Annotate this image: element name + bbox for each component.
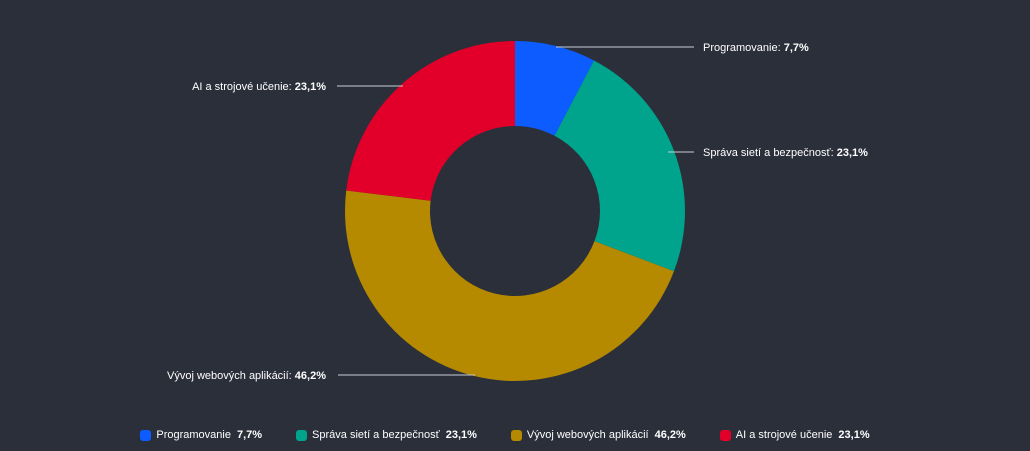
legend-swatch-vyvoj-web [510, 429, 522, 441]
legend-swatch-programovanie [140, 429, 152, 441]
legend-swatch-sprava-sieti [296, 429, 308, 441]
legend-swatch-ai [719, 429, 731, 441]
legend-value: 23,1% [445, 429, 477, 441]
legend-item-programovanie[interactable]: Programovanie 7,7% [140, 429, 262, 441]
legend-item-sprava-sieti[interactable]: Správa sietí a bezpečnosť 23,1% [296, 429, 477, 441]
slice-programovanie[interactable] [515, 41, 595, 136]
slice-label-sprava-sieti: Správa sietí a bezpečnosť: 23,1% [703, 147, 868, 159]
legend-value: 7,7% [236, 429, 263, 441]
slice-label-programovanie: Programovanie: 7,7% [703, 42, 809, 54]
slice-label-vyvoj-web: Vývoj webových aplikácií: 46,2% [167, 370, 326, 382]
legend-label: Správa sietí a bezpečnosť [312, 429, 440, 441]
legend-label: AI a strojové učenie [735, 429, 833, 441]
slice-vyvoj-web[interactable] [345, 190, 674, 381]
legend-label: Programovanie [156, 429, 231, 441]
legend-label: Vývoj webových aplikácií [526, 429, 649, 441]
slice-sprava-sieti[interactable] [554, 60, 685, 272]
slice-label-ai: AI a strojové učenie: 23,1% [192, 81, 326, 93]
legend-item-ai[interactable]: AI a strojové učenie 23,1% [719, 429, 870, 441]
legend-value: 23,1% [838, 429, 870, 441]
legend-value: 46,2% [654, 429, 686, 441]
legend: Programovanie 7,7% Správa sietí a bezpeč… [0, 429, 1010, 441]
slice-ai[interactable] [346, 41, 515, 201]
legend-item-vyvoj-web[interactable]: Vývoj webových aplikácií 46,2% [510, 429, 686, 441]
